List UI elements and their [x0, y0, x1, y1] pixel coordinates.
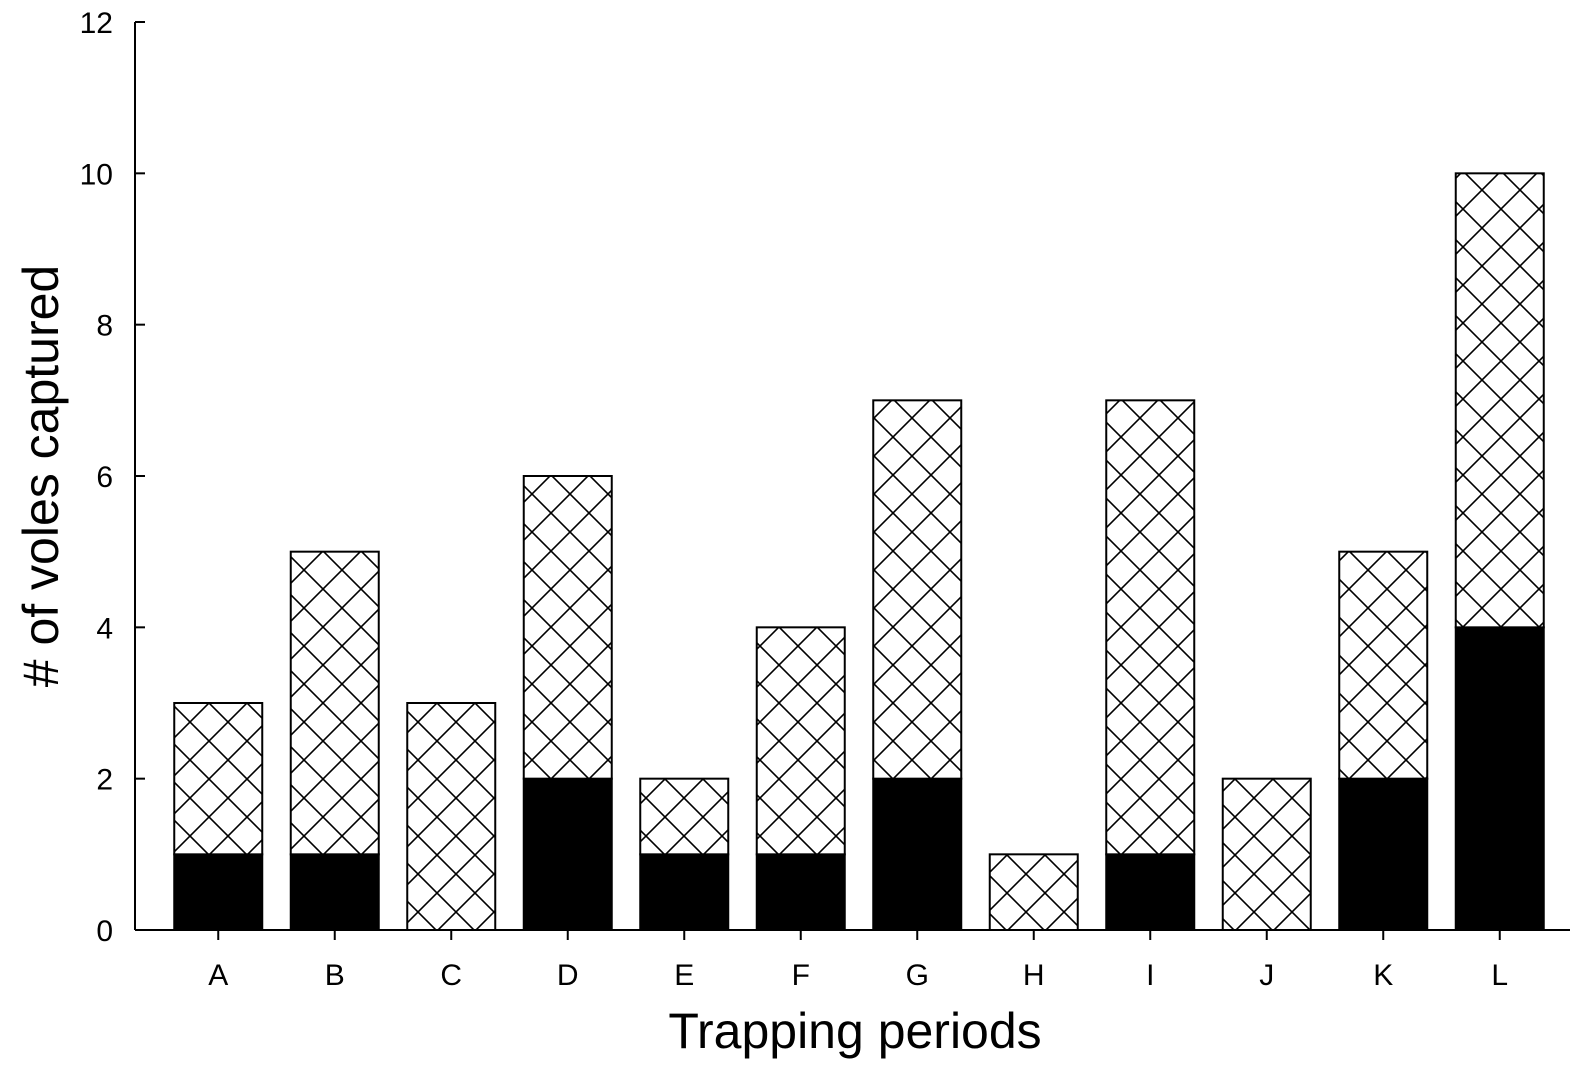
- bar-segment-K-series-1: [1338, 777, 1429, 932]
- bar-segment-G-series-1: [872, 777, 963, 932]
- bar-segment-G-series-2: [872, 399, 963, 780]
- bar-segment-E-series-1: [639, 853, 730, 931]
- bar-segment-F-series-1: [755, 853, 846, 931]
- x-tick-label: B: [325, 959, 345, 992]
- bar-segment-I-series-1: [1105, 853, 1196, 931]
- bar-segment-D-series-2: [522, 475, 613, 780]
- y-tick-label: 10: [80, 158, 113, 191]
- bar-segment-K-series-2: [1338, 550, 1429, 780]
- bar-segment-F-series-2: [755, 626, 846, 856]
- y-tick-label: 2: [96, 764, 113, 797]
- x-axis-title: Trapping periods: [668, 1003, 1041, 1059]
- y-tick-label: 12: [80, 7, 113, 40]
- bar-segment-I-series-2: [1105, 399, 1196, 856]
- bar-segment-C-series-2: [406, 702, 497, 931]
- bar-segment-B-series-1: [289, 853, 380, 931]
- x-tick-label: G: [906, 959, 929, 992]
- y-ticks-layer: 0 2 4 6 8 10 12: [80, 7, 145, 948]
- y-axis-title: # of voles captured: [13, 265, 69, 688]
- x-tick-label: H: [1023, 959, 1045, 992]
- bar-segment-L-series-2: [1454, 172, 1545, 629]
- y-tick-label: 4: [96, 612, 113, 645]
- x-tick-label: A: [208, 959, 228, 992]
- x-tick-label: J: [1259, 959, 1274, 992]
- bars-layer: [173, 172, 1545, 932]
- x-tick-label: E: [674, 959, 694, 992]
- x-tick-label: C: [440, 959, 462, 992]
- x-tick-label: K: [1373, 959, 1393, 992]
- bar-segment-L-series-1: [1454, 626, 1545, 931]
- x-tick-label: D: [557, 959, 579, 992]
- x-ticks-layer: A B C D E F G H I J K L: [208, 930, 1508, 992]
- x-tick-label: L: [1491, 959, 1508, 992]
- y-tick-label: 6: [96, 461, 113, 494]
- bar-segment-D-series-1: [522, 777, 613, 932]
- bar-segment-H-series-2: [988, 853, 1079, 931]
- y-tick-label: 8: [96, 310, 113, 343]
- bar-segment-J-series-2: [1221, 777, 1312, 932]
- bar-segment-E-series-2: [639, 777, 730, 856]
- bar-segment-A-series-2: [173, 702, 264, 856]
- x-tick-label: F: [792, 959, 810, 992]
- x-tick-label: I: [1146, 959, 1154, 992]
- bar-segment-B-series-2: [289, 550, 380, 856]
- y-tick-label: 0: [96, 915, 113, 948]
- bar-segment-A-series-1: [173, 853, 264, 931]
